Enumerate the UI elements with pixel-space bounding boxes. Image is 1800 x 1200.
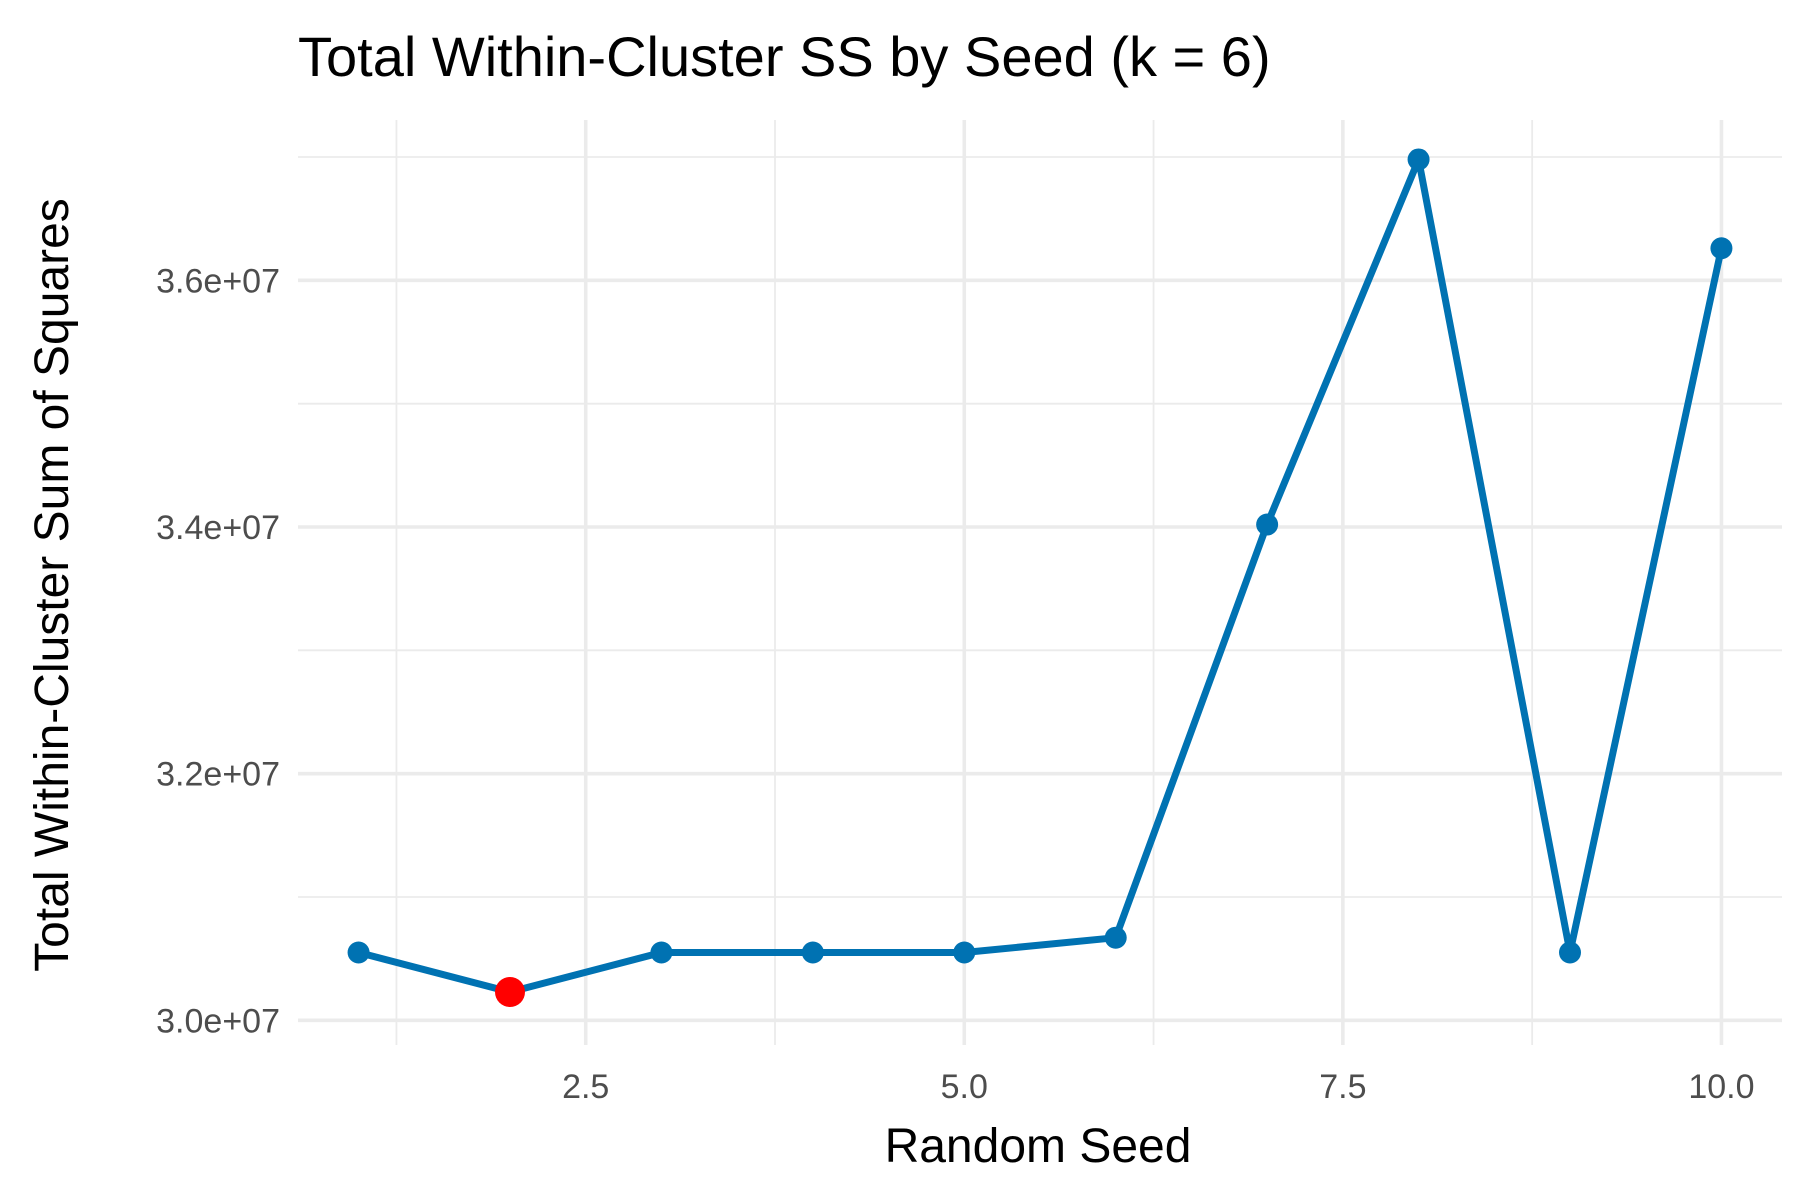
data-point [1407,148,1430,171]
x-axis-title: Random Seed [885,1120,1192,1173]
data-point [801,941,824,964]
y-tick-label: 3.2e+07 [156,756,280,794]
chart-title: Total Within-Cluster SS by Seed (k = 6) [298,25,1271,88]
x-tick-label: 2.5 [562,1068,609,1106]
data-point [1710,237,1733,260]
data-point [650,941,673,964]
x-tick-label: 7.5 [1319,1068,1366,1106]
x-tick-label: 10.0 [1688,1068,1754,1106]
data-point [1104,926,1127,949]
data-point [1256,513,1279,536]
data-point [347,941,370,964]
series [347,148,1733,1007]
y-tick-label: 3.0e+07 [156,1002,280,1040]
data-point [953,941,976,964]
y-tick-label: 3.4e+07 [156,509,280,547]
data-point [1559,941,1581,964]
highlight-point [495,976,525,1007]
y-tick-label: 3.6e+07 [156,262,280,300]
series-line [355,156,1725,996]
tick-labels: 2.5 5.0 7.5 10.0 3.0e+07 3.2e+07 3.4e+07 3.6e+0… [156,262,1754,1106]
x-tick-label: 5.0 [941,1068,988,1106]
y-axis-title: Total Within-Cluster Sum of Squares [26,198,79,972]
